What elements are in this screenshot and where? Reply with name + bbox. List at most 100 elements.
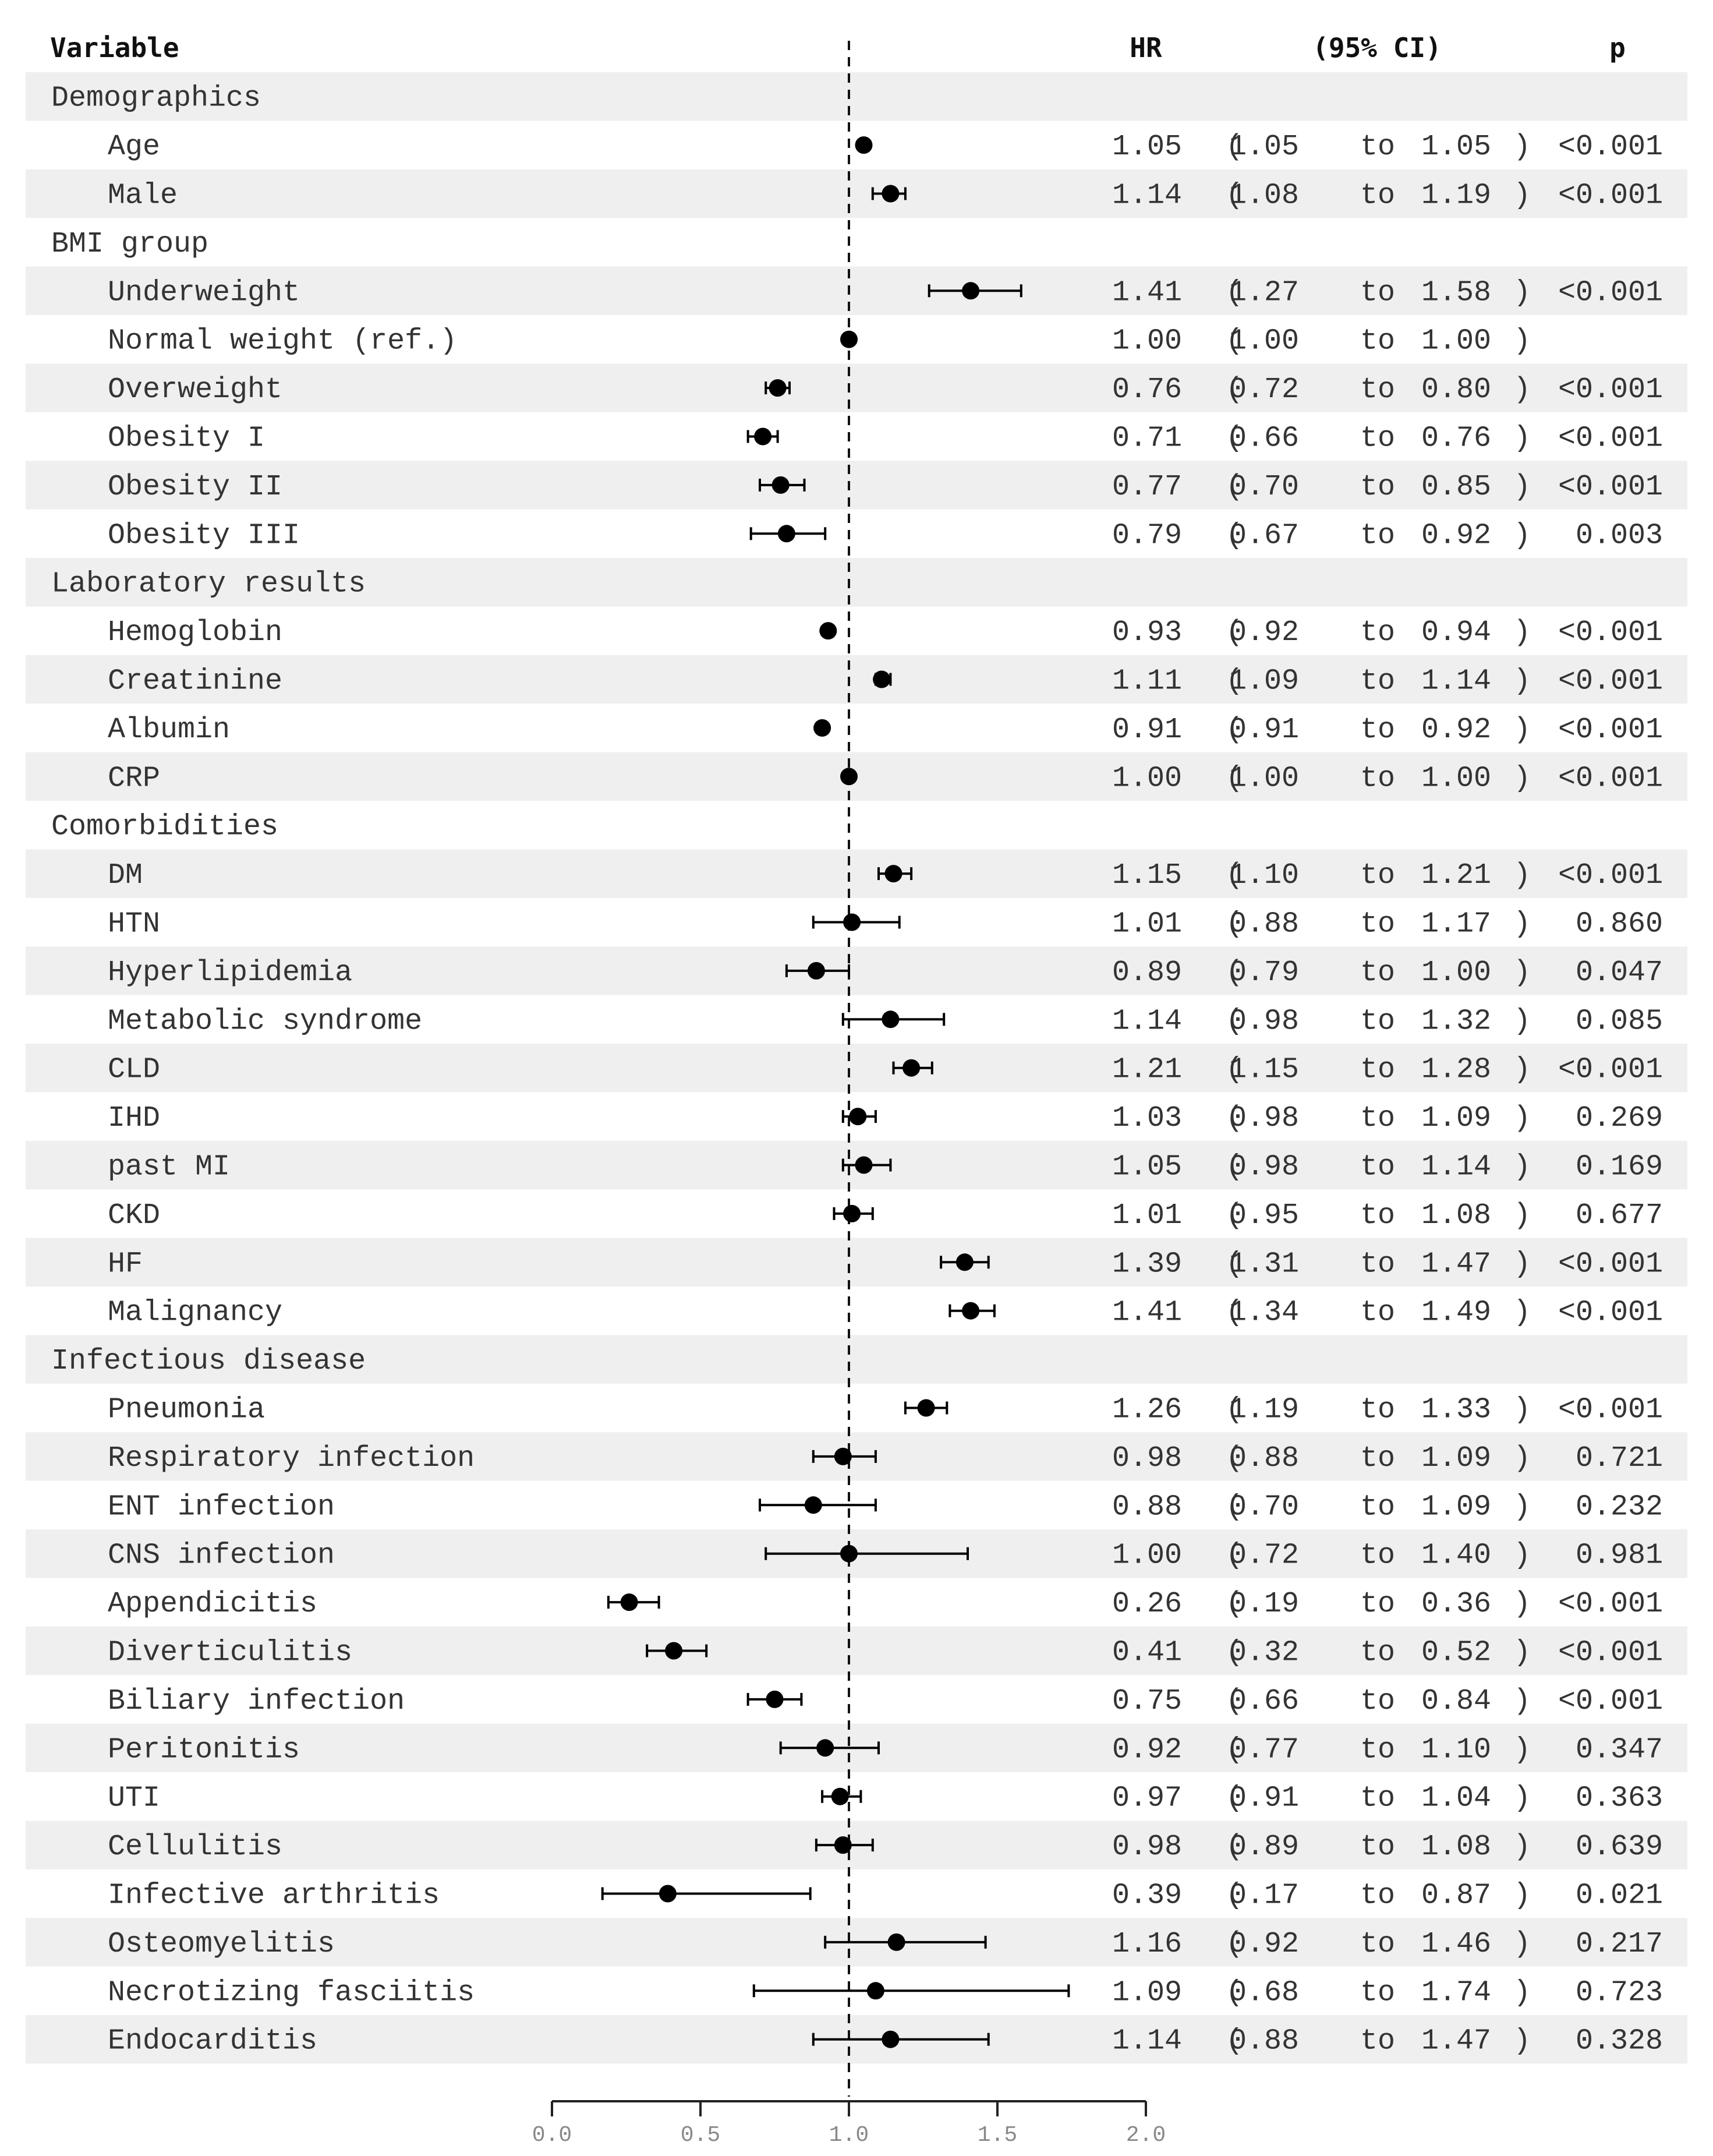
ci-close-paren: ) <box>1513 373 1531 407</box>
ci-close-paren: ) <box>1513 1102 1531 1135</box>
ci-open-paren: ( <box>1226 2025 1243 2058</box>
ci-to: to <box>1360 859 1395 892</box>
ci-upper: 0.92 <box>1421 713 1491 747</box>
ci-upper: 1.17 <box>1421 908 1491 941</box>
ci-lower: 0.19 <box>1229 1588 1299 1621</box>
ci-upper: 1.10 <box>1421 1733 1491 1766</box>
variable-label: Endocarditis <box>108 2025 317 2058</box>
row-band <box>26 169 1687 218</box>
hr-value: 1.05 <box>1112 1151 1182 1184</box>
ci-close-paren: ) <box>1513 519 1531 552</box>
hr-point <box>659 1885 677 1903</box>
hr-value: 1.41 <box>1112 276 1182 309</box>
x-tick-label: 1.0 <box>829 2123 869 2148</box>
ci-to: to <box>1360 762 1395 795</box>
ci-to: to <box>1360 1054 1395 1087</box>
ci-to: to <box>1360 1976 1395 2009</box>
p-value: 0.347 <box>1576 1733 1663 1766</box>
p-value: 0.269 <box>1576 1102 1663 1135</box>
ci-upper: 0.85 <box>1421 471 1491 504</box>
row-band <box>26 655 1687 704</box>
hr-point <box>902 1059 921 1077</box>
ci-open-paren: ( <box>1226 908 1243 941</box>
ci-lower: 0.98 <box>1229 1151 1299 1184</box>
hr-point <box>882 1010 900 1028</box>
hr-point <box>840 330 858 348</box>
variable-label: Appendicitis <box>108 1588 317 1621</box>
ci-close-paren: ) <box>1513 179 1531 213</box>
hr-value: 1.15 <box>1112 859 1182 892</box>
ci-to: to <box>1360 471 1395 504</box>
ci-lower: 0.95 <box>1229 1199 1299 1232</box>
variable-label: Cellulitis <box>108 1830 282 1864</box>
ci-upper: 1.21 <box>1421 859 1491 892</box>
ci-open-paren: ( <box>1226 1782 1243 1815</box>
hr-value: 0.97 <box>1112 1782 1182 1815</box>
ci-upper: 1.32 <box>1421 1005 1491 1038</box>
hr-point <box>840 768 858 786</box>
ci-close-paren: ) <box>1513 422 1531 455</box>
ci-close-paren: ) <box>1513 1637 1531 1670</box>
group-label: Infectious disease <box>51 1345 366 1378</box>
ci-to: to <box>1360 1151 1395 1184</box>
ci-open-paren: ( <box>1226 1151 1243 1184</box>
ci-lower: 1.10 <box>1229 859 1299 892</box>
ci-close-paren: ) <box>1513 1394 1531 1427</box>
hr-value: 1.01 <box>1112 908 1182 941</box>
p-value: 0.723 <box>1576 1976 1663 2009</box>
hr-value: 0.79 <box>1112 519 1182 552</box>
ci-upper: 1.08 <box>1421 1830 1491 1864</box>
hr-point <box>819 622 837 640</box>
ci-open-paren: ( <box>1226 325 1243 358</box>
ci-open-paren: ( <box>1226 762 1243 795</box>
p-value: 0.363 <box>1576 1782 1663 1815</box>
ci-upper: 0.84 <box>1421 1685 1491 1718</box>
ci-to: to <box>1360 1637 1395 1670</box>
ci-lower: 0.66 <box>1229 422 1299 455</box>
ci-close-paren: ) <box>1513 1247 1531 1281</box>
ci-open-paren: ( <box>1226 1879 1243 1913</box>
ci-to: to <box>1360 1247 1395 1281</box>
p-value: 0.721 <box>1576 1442 1663 1475</box>
variable-label: Diverticulitis <box>108 1637 352 1670</box>
hr-value: 0.77 <box>1112 471 1182 504</box>
ci-close-paren: ) <box>1513 1928 1531 1961</box>
p-value: <0.001 <box>1558 471 1663 504</box>
ci-upper: 1.00 <box>1421 762 1491 795</box>
hr-point <box>917 1399 935 1417</box>
ci-to: to <box>1360 2025 1395 2058</box>
ci-close-paren: ) <box>1513 1782 1531 1815</box>
ci-lower: 0.72 <box>1229 1539 1299 1572</box>
hr-point <box>849 1108 867 1126</box>
ci-to: to <box>1360 1782 1395 1815</box>
p-value: <0.001 <box>1558 1685 1663 1718</box>
ci-to: to <box>1360 1733 1395 1766</box>
hr-value: 0.91 <box>1112 713 1182 747</box>
hr-value: 1.39 <box>1112 1247 1182 1281</box>
hr-point <box>962 1302 980 1320</box>
ci-lower: 1.00 <box>1229 762 1299 795</box>
group-label: Demographics <box>51 82 261 115</box>
ci-upper: 1.14 <box>1421 665 1491 698</box>
ci-to: to <box>1360 1394 1395 1427</box>
ci-open-paren: ( <box>1226 665 1243 698</box>
group-label: BMI group <box>51 228 208 261</box>
ci-lower: 0.66 <box>1229 1685 1299 1718</box>
hr-point <box>855 1156 873 1174</box>
ci-upper: 1.46 <box>1421 1928 1491 1961</box>
hr-value: 0.41 <box>1112 1637 1182 1670</box>
ci-upper: 0.80 <box>1421 373 1491 407</box>
hr-value: 1.09 <box>1112 1976 1182 2009</box>
hr-value: 0.39 <box>1112 1879 1182 1913</box>
ci-lower: 0.92 <box>1229 616 1299 649</box>
variable-label: HF <box>108 1247 143 1281</box>
variable-label: Creatinine <box>108 665 282 698</box>
ci-to: to <box>1360 1539 1395 1572</box>
hr-value: 0.75 <box>1112 1685 1182 1718</box>
hr-value: 1.03 <box>1112 1102 1182 1135</box>
hr-point <box>887 1933 905 1951</box>
ci-lower: 0.92 <box>1229 1928 1299 1961</box>
p-value: 0.021 <box>1576 1879 1663 1913</box>
ci-open-paren: ( <box>1226 1247 1243 1281</box>
